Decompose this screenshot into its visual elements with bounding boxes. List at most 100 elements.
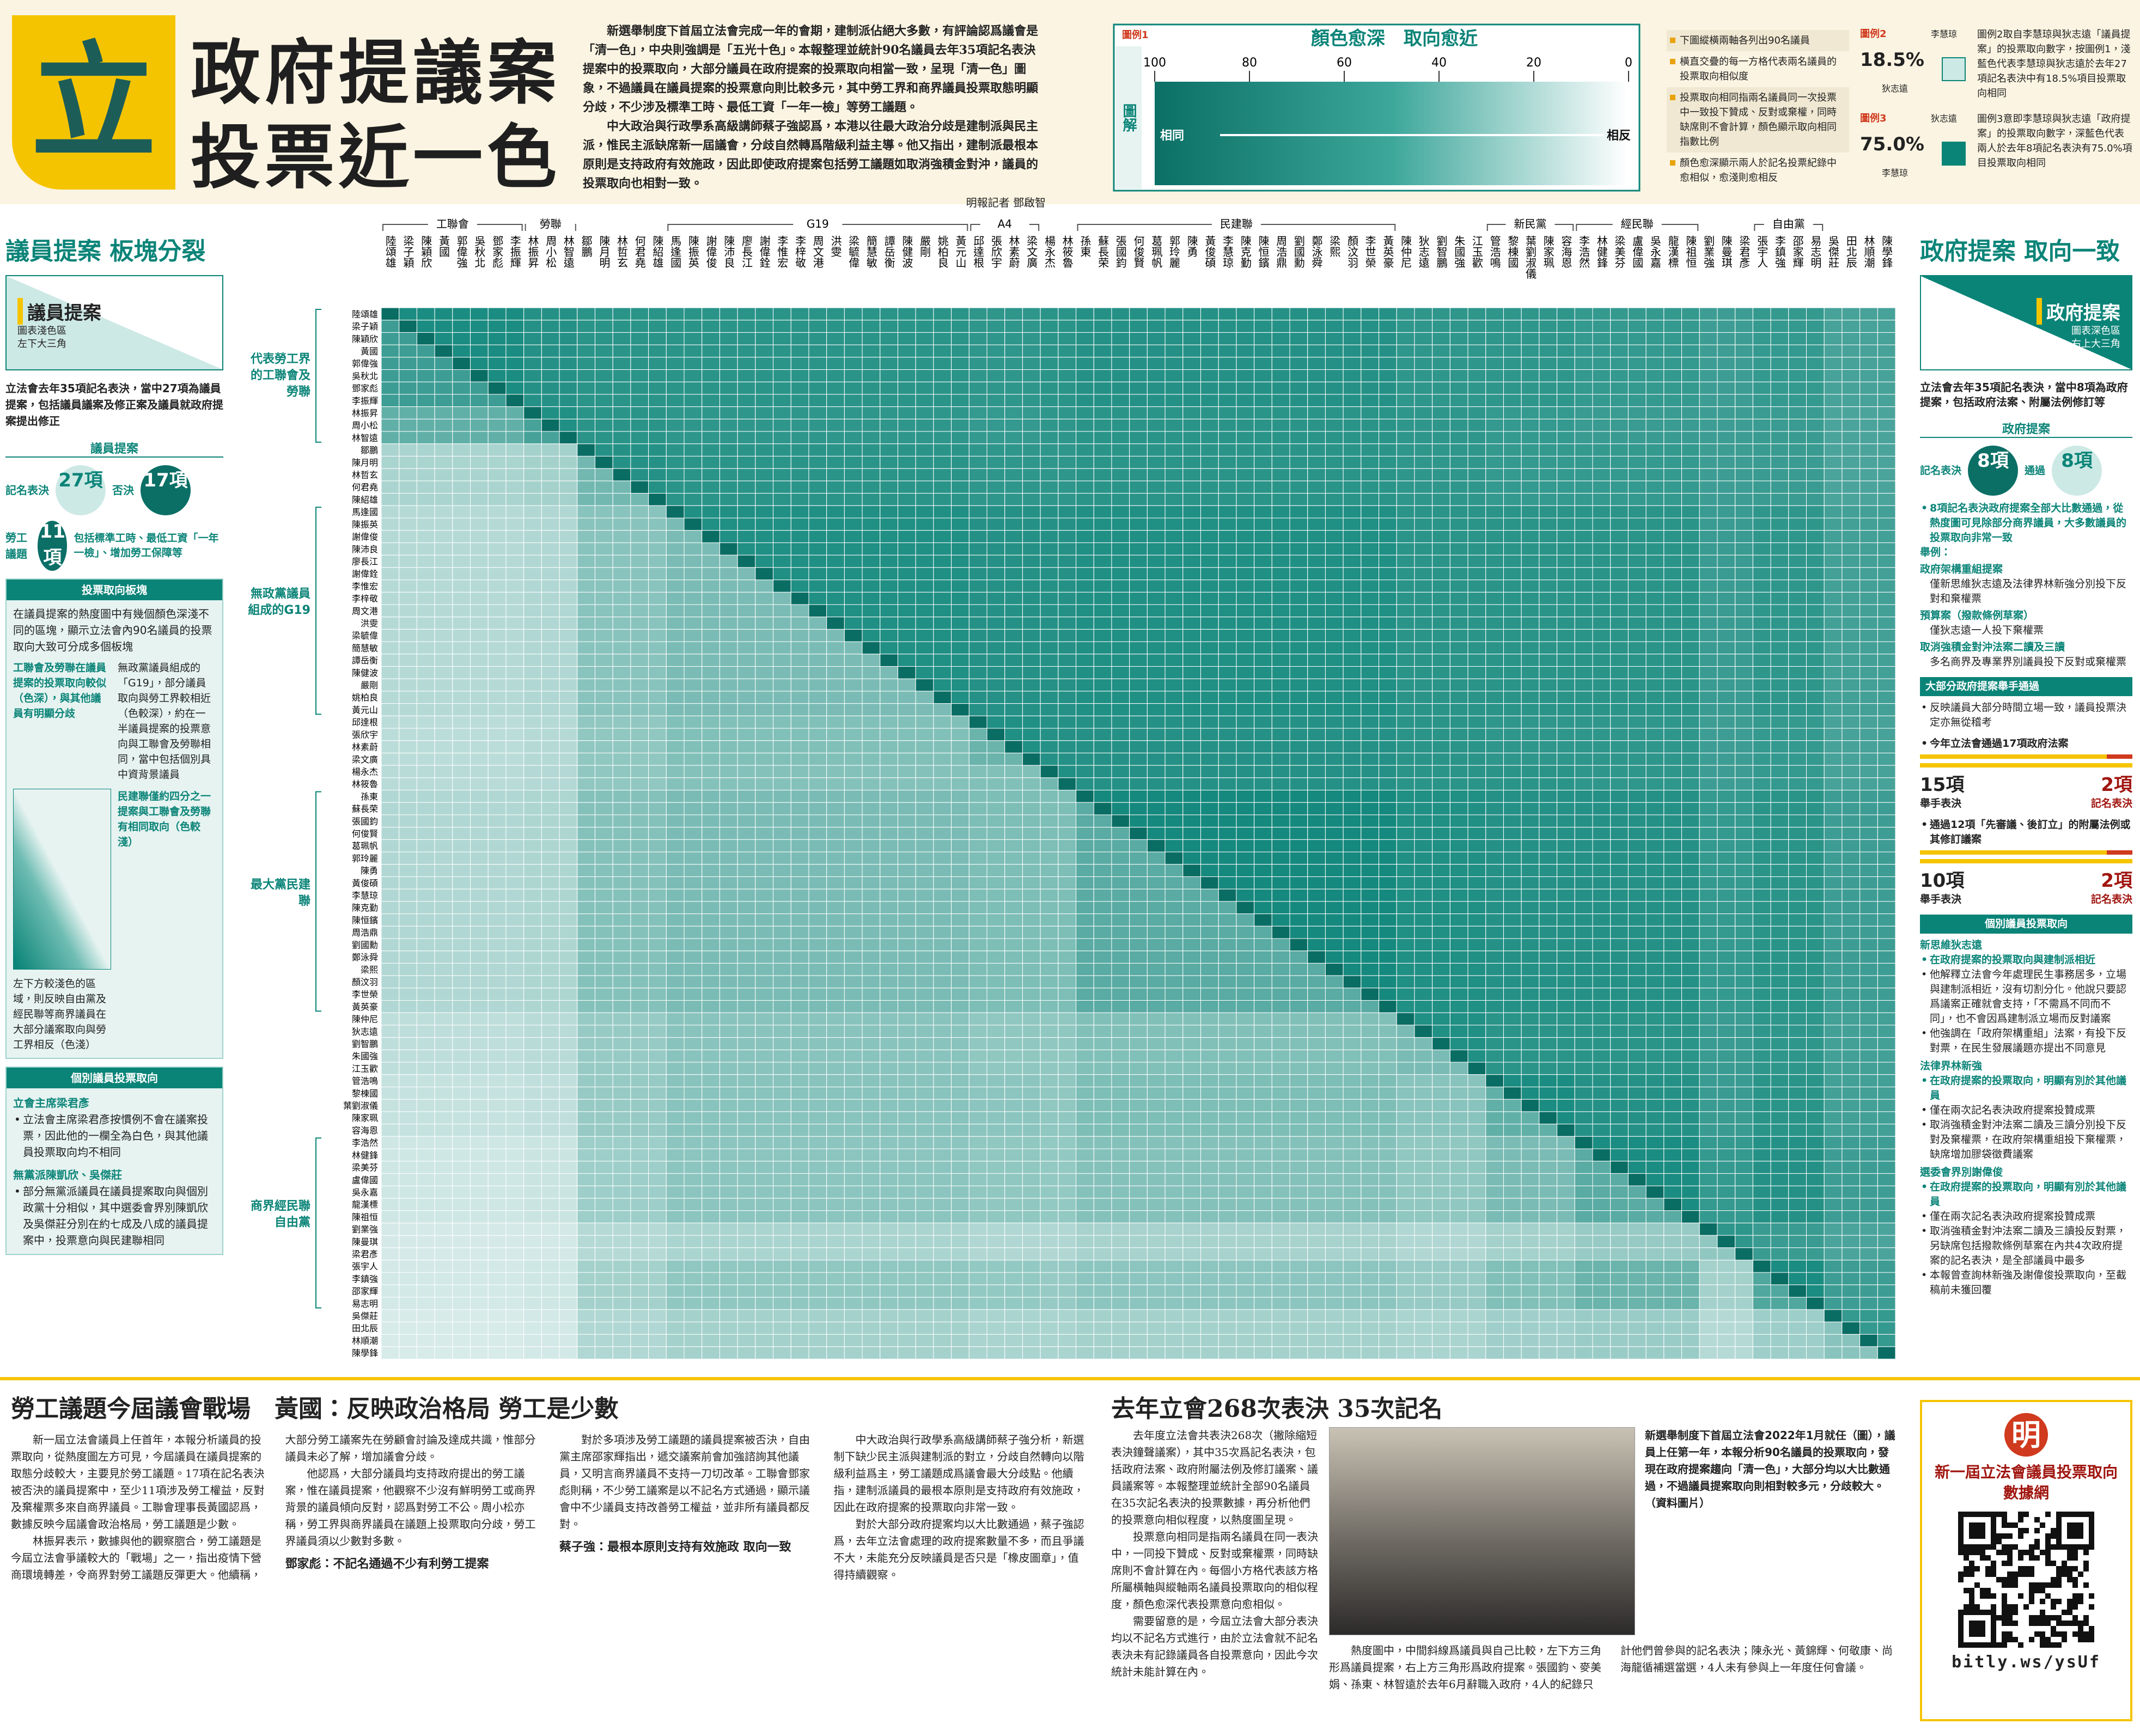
members-bill-cell xyxy=(648,913,667,927)
government-bill-cell xyxy=(1735,839,1753,852)
members-bill-cell xyxy=(399,975,417,989)
members-bill-cell xyxy=(986,1025,1005,1038)
members-bill-cell xyxy=(915,864,934,877)
government-bill-cell xyxy=(594,406,613,419)
government-bill-cell xyxy=(1200,629,1219,642)
members-bill-cell xyxy=(702,802,720,815)
government-bill-cell xyxy=(1325,740,1344,753)
members-bill-cell xyxy=(755,580,774,593)
government-bill-cell xyxy=(1859,802,1878,815)
government-bill-cell xyxy=(915,332,934,345)
government-bill-cell xyxy=(773,320,791,333)
members-bill-cell xyxy=(452,629,471,642)
government-bill-cell xyxy=(1361,641,1380,655)
government-bill-cell xyxy=(1343,740,1362,753)
government-bill-cell xyxy=(1503,765,1522,778)
members-bill-cell xyxy=(487,876,507,890)
government-bill-cell xyxy=(1574,975,1593,989)
government-bill-cell xyxy=(1788,580,1807,593)
government-bill-cell xyxy=(1699,678,1718,692)
members-bill-cell xyxy=(915,1025,934,1038)
government-bill-cell xyxy=(880,530,898,543)
government-bill-cell xyxy=(1788,641,1807,655)
members-bill-cell xyxy=(630,728,649,741)
government-bill-cell xyxy=(1752,394,1771,407)
members-bill-cell xyxy=(808,963,827,976)
government-bill-cell xyxy=(1539,814,1558,828)
government-bill-cell xyxy=(1877,1012,1896,1026)
government-bill-cell xyxy=(1770,839,1789,852)
members-bill-cell xyxy=(523,802,542,815)
government-bill-cell xyxy=(1218,678,1237,692)
government-bill-cell xyxy=(1379,666,1397,679)
government-bill-cell xyxy=(630,431,649,444)
members-bill-cell xyxy=(434,517,453,531)
government-bill-cell xyxy=(808,344,827,358)
members-bill-cell xyxy=(1182,925,1201,939)
members-bill-cell xyxy=(1200,925,1219,939)
government-bill-cell xyxy=(1325,567,1344,581)
government-bill-cell xyxy=(1164,493,1184,506)
members-bill-cell xyxy=(737,951,756,964)
government-bill-cell xyxy=(933,468,952,482)
government-bill-cell xyxy=(862,357,881,370)
members-bill-cell xyxy=(755,715,774,729)
government-bill-cell xyxy=(1164,839,1184,852)
members-bill-cell xyxy=(487,691,507,704)
government-bill-cell xyxy=(1806,814,1825,828)
members-bill-cell xyxy=(541,876,560,890)
members-bill-cell xyxy=(648,617,667,630)
government-bill-cell xyxy=(844,517,863,531)
government-bill-cell xyxy=(1824,1012,1843,1026)
government-bill-cell xyxy=(862,307,881,321)
members-bill-cell xyxy=(434,703,453,716)
members-bill-cell xyxy=(381,827,400,840)
members-bill-cell xyxy=(1129,963,1148,976)
members-bill-cell xyxy=(880,1012,898,1026)
government-bill-cell xyxy=(1396,975,1415,989)
government-bill-cell xyxy=(862,443,881,456)
members-bill-cell xyxy=(790,925,809,939)
government-bill-cell xyxy=(577,344,595,358)
government-bill-cell xyxy=(1735,654,1753,667)
government-bill-cell xyxy=(986,381,1005,395)
government-bill-cell xyxy=(1396,876,1415,890)
government-bill-cell xyxy=(1735,777,1753,791)
government-bill-cell xyxy=(1824,876,1843,890)
members-bill-cell xyxy=(684,1000,703,1013)
government-bill-cell xyxy=(1164,542,1184,556)
government-bill-cell xyxy=(862,567,881,581)
members-bill-cell xyxy=(577,802,595,815)
government-bill-cell xyxy=(1877,604,1896,618)
members-bill-cell xyxy=(1093,839,1112,852)
government-bill-cell xyxy=(1752,344,1771,358)
government-bill-cell xyxy=(684,320,703,333)
members-bill-cell xyxy=(1182,975,1201,989)
members-bill-cell xyxy=(541,629,560,642)
members-bill-cell xyxy=(559,530,578,543)
members-bill-cell xyxy=(470,691,489,704)
government-bill-cell xyxy=(1735,320,1753,333)
members-bill-cell xyxy=(1218,975,1237,989)
government-bill-cell xyxy=(808,381,827,395)
government-bill-cell xyxy=(1058,654,1077,667)
government-bill-cell xyxy=(1396,580,1415,593)
government-bill-cell xyxy=(1147,790,1166,803)
members-bill-cell xyxy=(523,888,542,902)
members-bill-cell xyxy=(541,901,560,915)
government-bill-cell xyxy=(648,357,667,370)
government-bill-cell xyxy=(1627,431,1647,444)
members-bill-cell xyxy=(452,567,471,581)
members-bill-cell xyxy=(487,1000,507,1013)
government-bill-cell xyxy=(1040,505,1059,519)
government-bill-cell xyxy=(487,320,507,333)
government-bill-cell xyxy=(1040,468,1059,482)
government-bill-cell xyxy=(1557,493,1575,506)
government-bill-cell xyxy=(1877,740,1896,753)
government-bill-cell xyxy=(933,443,952,456)
members-bill-cell xyxy=(630,703,649,716)
members-bill-cell xyxy=(684,604,703,618)
government-bill-cell xyxy=(1770,468,1789,482)
government-bill-cell xyxy=(1449,320,1468,333)
government-bill-cell xyxy=(897,654,916,667)
